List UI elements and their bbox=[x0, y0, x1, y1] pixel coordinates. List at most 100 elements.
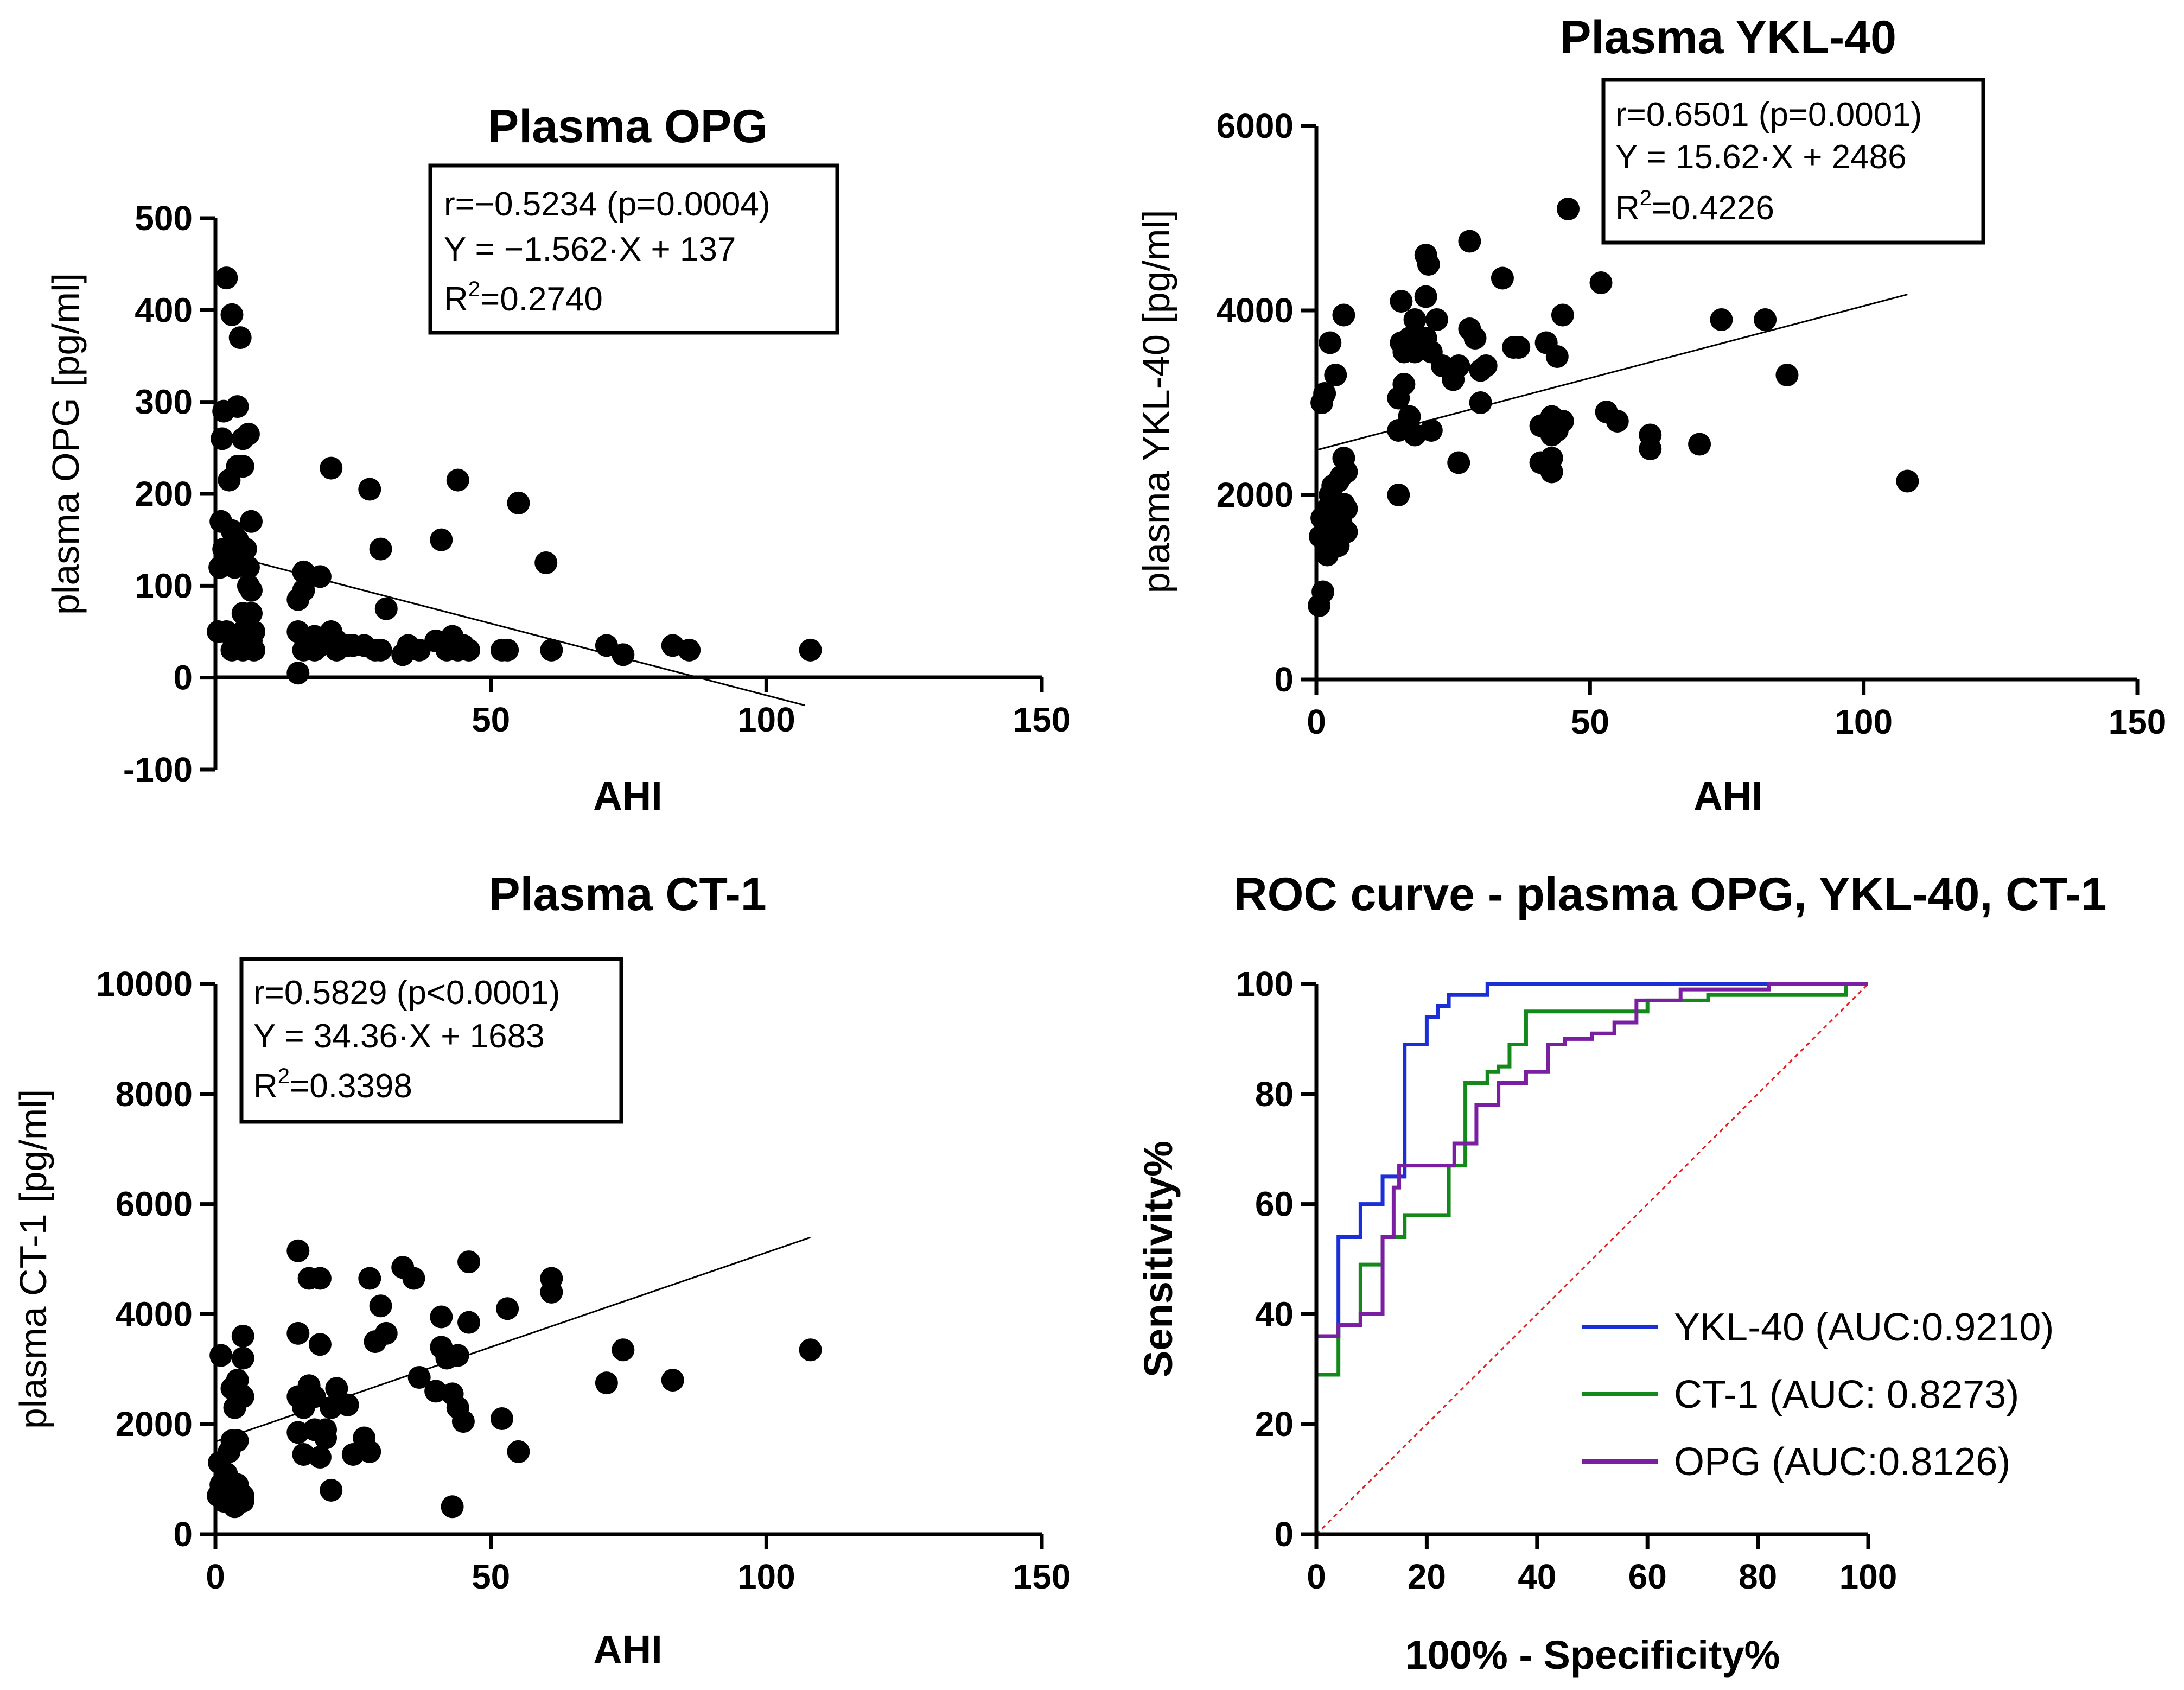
legend-label-ykl-40: YKL-40 (AUC:0.9210) bbox=[1674, 1306, 2054, 1349]
y-tick-label: 2000 bbox=[1217, 475, 1294, 514]
data-point bbox=[612, 643, 635, 666]
ykl40-points bbox=[1308, 198, 1919, 617]
data-point bbox=[451, 1410, 475, 1433]
opg-stat-r2: R2=0.2740 bbox=[444, 277, 603, 318]
x-tick-label: 150 bbox=[2109, 702, 2167, 741]
y-tick-label: 500 bbox=[135, 199, 193, 238]
data-point bbox=[1551, 303, 1574, 327]
data-point bbox=[320, 1478, 343, 1502]
data-point bbox=[234, 537, 257, 561]
data-point bbox=[430, 528, 453, 551]
ykl40-x-ticks: 0 50 100 150 bbox=[1307, 679, 2166, 741]
data-point bbox=[231, 1346, 254, 1370]
x-tick-label: 100 bbox=[1839, 1557, 1898, 1596]
y-tick-label: 400 bbox=[135, 290, 193, 329]
data-point bbox=[1551, 410, 1574, 433]
data-point bbox=[220, 303, 244, 326]
data-point bbox=[446, 468, 469, 492]
data-point bbox=[612, 1338, 635, 1362]
y-tick-label: 40 bbox=[1255, 1294, 1294, 1333]
data-point bbox=[320, 456, 343, 480]
x-tick-label: 50 bbox=[472, 1557, 510, 1596]
ykl40-stat-equation: Y = 15.62·X + 2486 bbox=[1615, 138, 1907, 176]
y-tick-label: 0 bbox=[173, 1515, 193, 1554]
data-point bbox=[1775, 364, 1799, 386]
y-tick-label: 4000 bbox=[116, 1294, 193, 1333]
panel-ykl40: Plasma YKL-40 0 2000 4000 6000 0 50 100 150 AH… bbox=[1135, 11, 2166, 818]
data-point bbox=[1313, 382, 1336, 405]
y-tick-label: 6000 bbox=[1217, 106, 1294, 145]
data-point bbox=[457, 1250, 481, 1274]
y-tick-label: 6000 bbox=[116, 1185, 193, 1224]
data-point bbox=[369, 1294, 392, 1318]
y-tick-label: 80 bbox=[1255, 1075, 1294, 1114]
opg-x-ticks: 50 100 150 bbox=[213, 677, 1071, 739]
ct1-x-ticks: 0 50 100 150 bbox=[206, 1534, 1071, 1596]
data-point bbox=[231, 1385, 254, 1408]
opg-fit-line bbox=[215, 551, 805, 707]
data-point bbox=[308, 1446, 332, 1469]
data-point bbox=[1387, 484, 1410, 506]
x-tick-label: 60 bbox=[1628, 1557, 1667, 1596]
x-tick-label: 150 bbox=[1013, 1557, 1071, 1596]
data-point bbox=[799, 638, 822, 662]
roc-y-ticks: 0 20 40 60 80 100 bbox=[1236, 964, 1316, 1554]
ykl40-stat-r2: R2=0.4226 bbox=[1615, 186, 1774, 227]
x-tick-label: 100 bbox=[1835, 702, 1893, 741]
legend-label-ct-1: CT-1 (AUC: 0.8273) bbox=[1674, 1373, 2019, 1416]
y-tick-label: 10000 bbox=[96, 964, 193, 1003]
data-point bbox=[325, 1377, 348, 1400]
data-point bbox=[1474, 354, 1498, 377]
roc-series bbox=[1314, 982, 1868, 1534]
x-tick-label: 0 bbox=[206, 1557, 225, 1596]
data-point bbox=[358, 478, 381, 501]
data-point bbox=[237, 422, 260, 446]
panel-opg: Plasma OPG -100 0 100 200 300 400 500 50 100 150… bbox=[44, 100, 1071, 818]
data-point bbox=[231, 455, 254, 478]
roc-x-label: 100% - Specificity% bbox=[1405, 1632, 1780, 1678]
data-point bbox=[243, 620, 266, 643]
y-tick-label: 0 bbox=[173, 658, 193, 697]
ykl40-y-label: plasma YKL-40 [pg/ml] bbox=[1135, 210, 1177, 594]
x-tick-label: 150 bbox=[1013, 700, 1071, 739]
opg-stats-box bbox=[428, 163, 839, 335]
data-point bbox=[1447, 354, 1470, 377]
data-point bbox=[369, 638, 392, 662]
y-tick-label: 100 bbox=[1236, 964, 1294, 1003]
opg-stat-equation: Y = −1.562·X + 137 bbox=[444, 231, 736, 268]
x-tick-label: 20 bbox=[1408, 1557, 1446, 1596]
data-point bbox=[661, 1369, 684, 1392]
data-point bbox=[286, 1321, 310, 1345]
data-point bbox=[1556, 198, 1580, 220]
data-point bbox=[308, 1267, 332, 1290]
data-point bbox=[1335, 497, 1358, 520]
data-point bbox=[308, 1333, 332, 1356]
opg-x-label: AHI bbox=[593, 773, 662, 818]
opg-y-ticks: -100 0 100 200 300 400 500 bbox=[123, 199, 215, 789]
data-point bbox=[540, 638, 563, 662]
data-point bbox=[534, 551, 558, 574]
data-point bbox=[595, 1371, 618, 1395]
y-tick-label: 300 bbox=[135, 383, 193, 422]
data-point bbox=[1463, 327, 1487, 350]
data-point bbox=[336, 1393, 359, 1416]
data-point bbox=[402, 1267, 425, 1290]
roc-series-opg bbox=[1314, 982, 1868, 1534]
data-point bbox=[286, 1239, 310, 1262]
data-point bbox=[1507, 336, 1531, 359]
data-point bbox=[1710, 308, 1733, 331]
data-point bbox=[1390, 290, 1413, 313]
ykl40-fit-line bbox=[1316, 294, 1908, 451]
y-tick-label: 0 bbox=[1274, 1515, 1294, 1554]
data-point bbox=[1319, 331, 1342, 354]
x-tick-label: 40 bbox=[1518, 1557, 1556, 1596]
ct1-y-ticks: 0 2000 4000 6000 8000 10000 bbox=[96, 964, 215, 1554]
data-point bbox=[303, 1385, 326, 1408]
data-point bbox=[314, 1426, 338, 1450]
data-point bbox=[228, 326, 252, 350]
data-point bbox=[369, 537, 392, 561]
y-tick-label: 2000 bbox=[116, 1405, 193, 1444]
ct1-points bbox=[207, 1239, 822, 1519]
x-tick-label: 0 bbox=[1307, 702, 1326, 741]
